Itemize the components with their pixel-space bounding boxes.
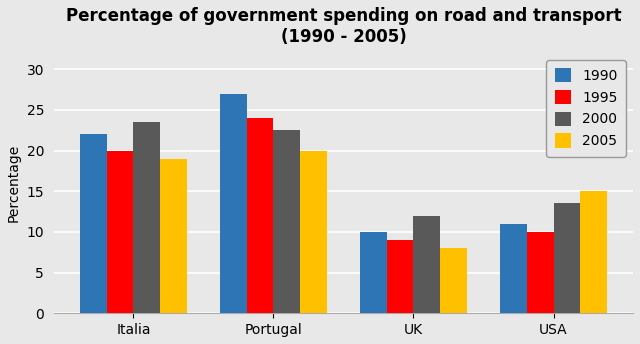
Bar xyxy=(160,159,187,313)
Bar xyxy=(247,118,273,313)
Title: Percentage of government spending on road and transport
(1990 - 2005): Percentage of government spending on roa… xyxy=(66,7,621,46)
Bar xyxy=(80,134,107,313)
Bar xyxy=(554,203,580,313)
Bar xyxy=(527,232,554,313)
Legend: 1990, 1995, 2000, 2005: 1990, 1995, 2000, 2005 xyxy=(547,60,626,157)
Bar xyxy=(440,248,467,313)
Bar xyxy=(413,216,440,313)
Bar xyxy=(387,240,413,313)
Bar xyxy=(580,191,607,313)
Bar xyxy=(133,122,160,313)
Bar xyxy=(500,224,527,313)
Bar xyxy=(300,151,326,313)
Bar xyxy=(107,151,133,313)
Bar xyxy=(360,232,387,313)
Bar xyxy=(273,130,300,313)
Y-axis label: Percentage: Percentage xyxy=(7,144,21,222)
Bar xyxy=(220,94,247,313)
